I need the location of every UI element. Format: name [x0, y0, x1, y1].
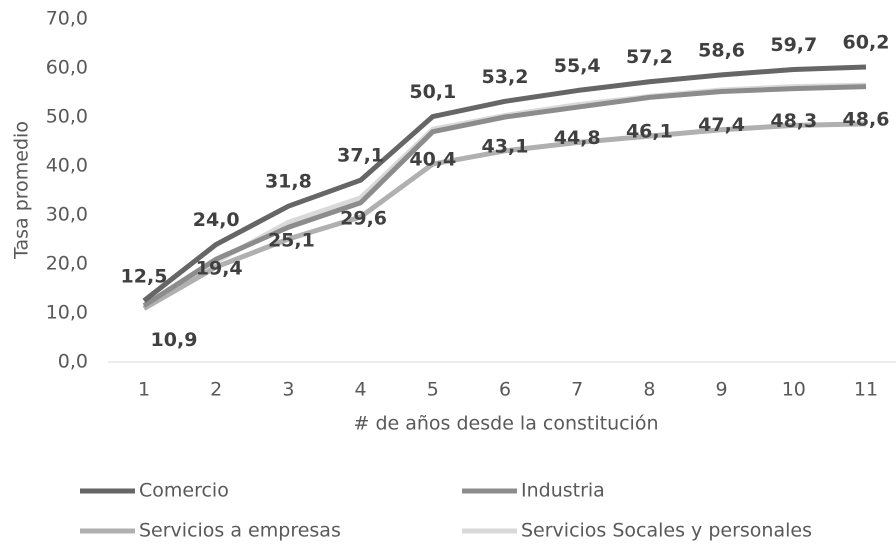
legend-label: Servicios Socales y personales — [521, 520, 812, 542]
data-label: 48,6 — [843, 108, 890, 130]
data-label: 29,6 — [340, 207, 387, 229]
y-tick-label: 70,0 — [46, 8, 88, 30]
y-axis-label: Tasa promedio — [11, 121, 33, 260]
data-label: 47,4 — [698, 114, 745, 136]
x-tick-label: 2 — [210, 379, 222, 401]
data-label: 40,4 — [409, 149, 456, 171]
y-tick-label: 50,0 — [46, 106, 88, 128]
y-tick-label: 10,0 — [46, 302, 88, 324]
y-tick-label: 60,0 — [46, 57, 88, 79]
y-tick-label: 30,0 — [46, 204, 88, 226]
series-line — [142, 84, 867, 308]
x-tick-label: 6 — [499, 379, 511, 401]
y-tick-label: 20,0 — [46, 253, 88, 275]
x-tick-label: 10 — [782, 379, 806, 401]
x-tick-label: 8 — [643, 379, 655, 401]
legend-label: Comercio — [139, 480, 229, 502]
x-tick-label: 5 — [427, 379, 439, 401]
data-label: 57,2 — [626, 46, 673, 68]
data-label: 25,1 — [268, 230, 315, 252]
data-label: 60,2 — [843, 32, 890, 54]
y-tick-label: 40,0 — [46, 155, 88, 177]
data-label: 12,5 — [121, 265, 168, 287]
legend-label: Industria — [521, 480, 605, 502]
x-tick-label: 9 — [716, 379, 728, 401]
data-label: 58,6 — [698, 39, 745, 61]
x-tick-label: 7 — [571, 379, 583, 401]
legend-label: Servicios a empresas — [139, 520, 341, 542]
data-label: 37,1 — [337, 145, 384, 167]
data-label: 44,8 — [554, 127, 601, 149]
data-label: 53,2 — [482, 66, 529, 88]
data-label: 10,9 — [151, 329, 198, 351]
x-axis-label: # de años desde la constitución — [353, 413, 658, 435]
series-line — [142, 121, 867, 311]
data-label: 59,7 — [770, 34, 817, 56]
data-label: 46,1 — [626, 121, 673, 143]
data-label: 43,1 — [482, 135, 529, 157]
data-label: 31,8 — [265, 171, 312, 193]
x-tick-label: 11 — [854, 379, 878, 401]
x-tick-label: 1 — [138, 379, 150, 401]
series-line — [142, 64, 867, 303]
data-label: 55,4 — [554, 55, 601, 77]
y-tick-label: 0,0 — [58, 351, 88, 373]
x-tick-label: 3 — [282, 379, 294, 401]
data-label: 24,0 — [193, 209, 240, 231]
data-label: 48,3 — [770, 110, 817, 132]
data-label: 50,1 — [409, 81, 456, 103]
x-tick-label: 4 — [355, 379, 367, 401]
data-label: 19,4 — [196, 257, 243, 279]
